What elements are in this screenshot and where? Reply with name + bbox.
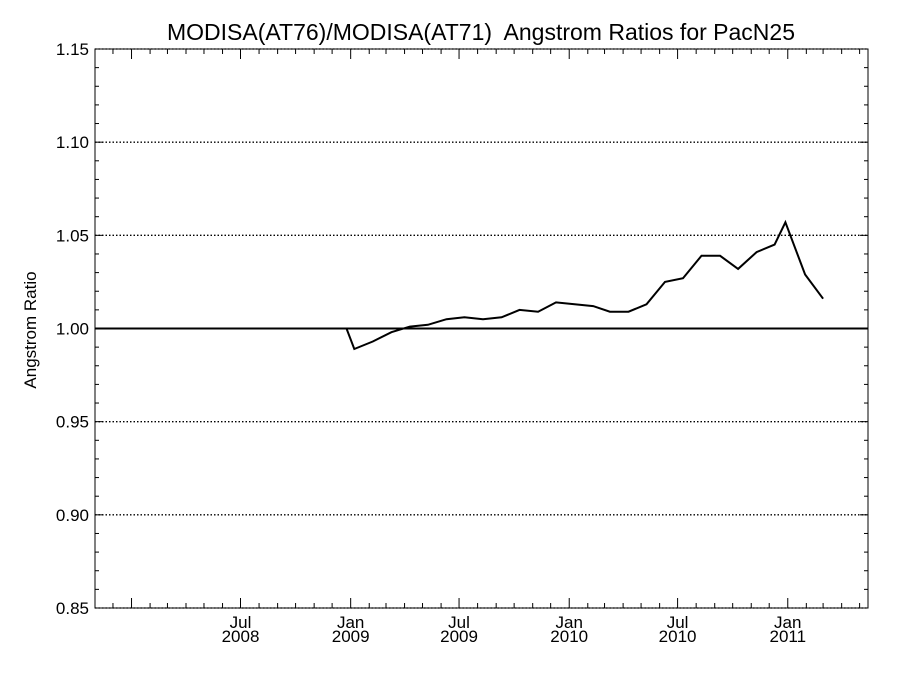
tick-labels: 0.850.900.951.001.051.101.15Jul2008Jan20… [56,40,806,646]
x-tick-label-month: Jul [667,613,689,632]
x-tick-label-month: Jul [448,613,470,632]
chart-title: MODISA(AT76)/MODISA(AT71) Angstrom Ratio… [167,19,795,45]
y-tick-label: 0.95 [56,413,89,432]
y-tick-label: 1.15 [56,40,89,59]
x-tick-label-year: 2010 [659,627,697,646]
x-tick-label-month: Jul [230,613,252,632]
y-tick-label: 1.05 [56,226,89,245]
y-tick-label: 0.85 [56,599,89,618]
x-tick-label-year: 2010 [550,627,588,646]
x-tick-label-year: 2009 [440,627,478,646]
tick-marks [95,48,868,609]
x-tick-label-month: Jan [774,613,801,632]
y-axis-label: Angstrom Ratio [21,271,40,388]
x-tick-label-year: 2008 [222,627,260,646]
x-tick-label-month: Jan [337,613,364,632]
ratio-series-line [328,219,824,351]
x-tick-label-year: 2011 [769,627,806,646]
y-tick-label: 1.10 [56,133,89,152]
y-tick-label: 0.90 [56,506,89,525]
y-tick-label: 1.00 [56,320,89,339]
x-tick-label-year: 2009 [332,627,370,646]
x-tick-label-month: Jan [556,613,583,632]
series-group [328,219,824,351]
